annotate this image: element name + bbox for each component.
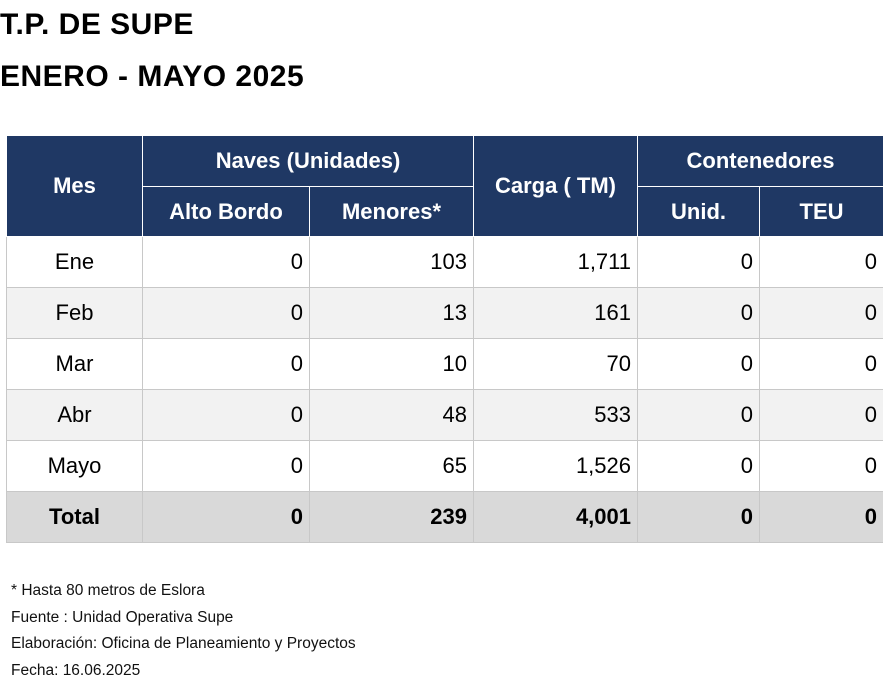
- cell-alto-bordo: 0: [143, 441, 310, 492]
- cell-unid: 0: [638, 288, 760, 339]
- cell-mes: Abr: [7, 390, 143, 441]
- cell-mes: Ene: [7, 237, 143, 288]
- footnote-elaboracion: Elaboración: Oficina de Planeamiento y P…: [11, 631, 356, 658]
- cell-menores: 103: [310, 237, 474, 288]
- cell-alto-bordo: 0: [143, 237, 310, 288]
- cell-carga: 1,526: [474, 441, 638, 492]
- header-teu: TEU: [760, 187, 883, 237]
- cell-carga: 70: [474, 339, 638, 390]
- table-row: Abr 0 48 533 0 0: [7, 390, 883, 441]
- table-row: Ene 0 103 1,711 0 0: [7, 237, 883, 288]
- cell-teu: 0: [760, 237, 883, 288]
- cell-total-menores: 239: [310, 492, 474, 543]
- footnote-fecha: Fecha: 16.06.2025: [11, 658, 356, 684]
- cell-teu: 0: [760, 339, 883, 390]
- header-unid: Unid.: [638, 187, 760, 237]
- cell-mes: Mar: [7, 339, 143, 390]
- cell-unid: 0: [638, 339, 760, 390]
- cell-menores: 10: [310, 339, 474, 390]
- cell-unid: 0: [638, 237, 760, 288]
- cell-alto-bordo: 0: [143, 288, 310, 339]
- cell-total-carga: 4,001: [474, 492, 638, 543]
- table-row: Feb 0 13 161 0 0: [7, 288, 883, 339]
- footnotes: * Hasta 80 metros de Eslora Fuente : Uni…: [11, 578, 356, 684]
- cell-total-alto-bordo: 0: [143, 492, 310, 543]
- cell-teu: 0: [760, 288, 883, 339]
- cell-teu: 0: [760, 390, 883, 441]
- cell-mes: Feb: [7, 288, 143, 339]
- cell-mes: Mayo: [7, 441, 143, 492]
- header-naves: Naves (Unidades): [143, 136, 474, 187]
- cell-teu: 0: [760, 441, 883, 492]
- cell-carga: 1,711: [474, 237, 638, 288]
- total-row: Total 0 239 4,001 0 0: [7, 492, 883, 543]
- cell-unid: 0: [638, 390, 760, 441]
- cell-unid: 0: [638, 441, 760, 492]
- cell-carga: 161: [474, 288, 638, 339]
- port-statistics-table: Mes Naves (Unidades) Carga ( TM) Contene…: [6, 135, 883, 543]
- table-row: Mayo 0 65 1,526 0 0: [7, 441, 883, 492]
- header-alto-bordo: Alto Bordo: [143, 187, 310, 237]
- cell-total-teu: 0: [760, 492, 883, 543]
- cell-menores: 13: [310, 288, 474, 339]
- cell-alto-bordo: 0: [143, 390, 310, 441]
- header-mes: Mes: [7, 136, 143, 237]
- page-title: T.P. DE SUPE: [0, 8, 883, 42]
- footnote-eslora: * Hasta 80 metros de Eslora: [11, 578, 356, 605]
- page-subtitle: ENERO - MAYO 2025: [0, 60, 883, 94]
- header-carga: Carga ( TM): [474, 136, 638, 237]
- cell-menores: 65: [310, 441, 474, 492]
- header-contenedores: Contenedores: [638, 136, 883, 187]
- cell-carga: 533: [474, 390, 638, 441]
- cell-alto-bordo: 0: [143, 339, 310, 390]
- cell-menores: 48: [310, 390, 474, 441]
- cell-total-label: Total: [7, 492, 143, 543]
- footnote-fuente: Fuente : Unidad Operativa Supe: [11, 605, 356, 632]
- table-row: Mar 0 10 70 0 0: [7, 339, 883, 390]
- header-menores: Menores*: [310, 187, 474, 237]
- cell-total-unid: 0: [638, 492, 760, 543]
